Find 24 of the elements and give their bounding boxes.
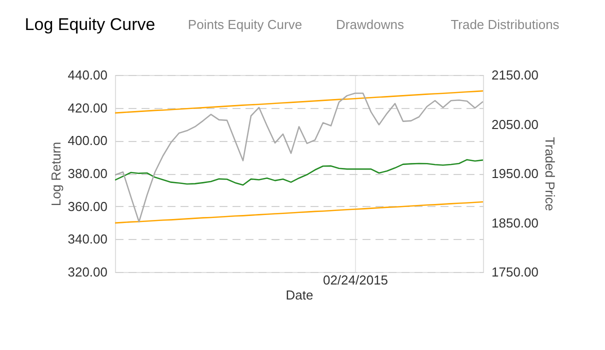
y-tick-label: 440.00 [68, 68, 108, 82]
y-tick-label: 360.00 [68, 198, 108, 214]
chart-title: Log Equity Curve [24, 15, 156, 34]
line-series [115, 201, 483, 224]
y-tick-label: 400.00 [68, 133, 108, 148]
text: Drawdowns [336, 17, 404, 32]
y2-axis-title: Traded Price [542, 137, 558, 211]
y2-tick-label: 1950.00 [492, 166, 538, 181]
x-tick-label: 02/24/2015 [322, 272, 388, 288]
text: Points Equity Curve [188, 17, 302, 32]
text: Trade Distributions [450, 17, 560, 32]
y-tick-label: 380.00 [68, 166, 108, 181]
y2-tick-label: 2050.00 [492, 116, 538, 132]
y-tick-label: 340.00 [68, 232, 108, 247]
y2-tick-label: 2150.00 [492, 68, 538, 82]
y2-tick-label: 1850.00 [492, 215, 538, 230]
y-tick-label: 320.00 [68, 264, 108, 280]
y-tick-label: 420.00 [68, 100, 108, 116]
line-series [115, 159, 483, 186]
x-axis-title: Date [286, 288, 314, 302]
line-series [115, 90, 483, 114]
y2-tick-label: 1750.00 [492, 264, 538, 280]
line-series [115, 92, 483, 222]
y-axis-title: Log Return [48, 142, 64, 206]
